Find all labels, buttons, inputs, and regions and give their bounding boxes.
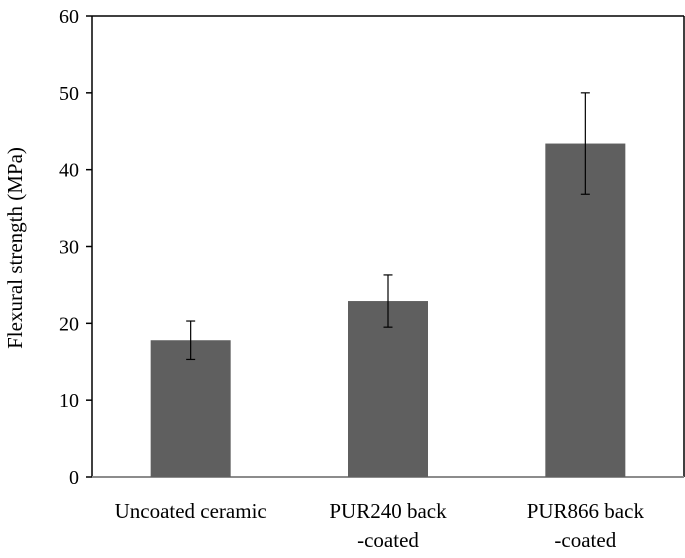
x-category-label: -coated bbox=[554, 528, 616, 552]
y-axis-title: Flexural strength (MPa) bbox=[3, 147, 27, 349]
bar bbox=[545, 143, 626, 477]
y-tick-label: 0 bbox=[69, 467, 79, 489]
y-axis-ticks: 0 10 20 30 40 50 60 bbox=[59, 6, 92, 489]
y-tick-label: 40 bbox=[59, 160, 79, 182]
bar bbox=[150, 340, 231, 477]
x-category-label: PUR866 back bbox=[527, 499, 645, 523]
y-tick-label: 50 bbox=[59, 83, 79, 105]
x-category-label: PUR240 back bbox=[329, 499, 447, 523]
y-tick-label: 10 bbox=[59, 390, 79, 412]
error-bars bbox=[186, 92, 590, 361]
x-category-label: Uncoated ceramic bbox=[115, 499, 267, 523]
x-axis-labels: Uncoated ceramic PUR240 back -coated PUR866… bbox=[115, 499, 645, 552]
y-tick-label: 30 bbox=[59, 237, 79, 259]
x-category-label: -coated bbox=[357, 528, 419, 552]
bar bbox=[348, 301, 428, 477]
y-tick-label: 60 bbox=[59, 6, 79, 28]
bars bbox=[150, 143, 626, 477]
y-tick-label: 20 bbox=[59, 313, 79, 335]
